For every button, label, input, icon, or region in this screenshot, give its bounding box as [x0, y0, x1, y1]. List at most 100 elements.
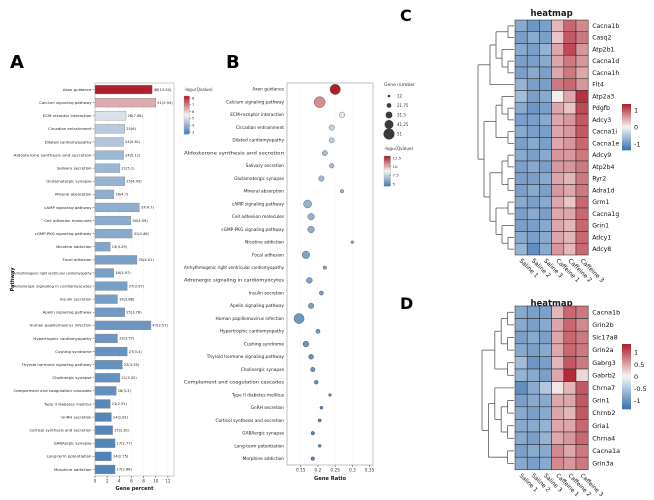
- heatmap-cell: [551, 406, 565, 420]
- colorbar-tick-label: -1: [634, 397, 640, 405]
- heatmap-cell: [551, 31, 565, 44]
- heatmap-cell: [563, 305, 577, 319]
- heatmap-cell: [575, 456, 589, 471]
- heatmap-cell: [563, 101, 577, 115]
- bar: [94, 281, 128, 291]
- gene-label: Grin1: [592, 223, 609, 230]
- heatmap-cell: [575, 43, 589, 56]
- panel-d-label: D: [400, 294, 414, 313]
- heatmap-cell: [575, 343, 589, 357]
- gene-label: Flt4: [592, 82, 604, 89]
- colorbar-segment: [184, 117, 190, 120]
- colorbar-segment: [184, 98, 190, 101]
- colorbar-segment: [622, 364, 631, 368]
- dot: [322, 265, 327, 270]
- heatmap-cell: [563, 207, 577, 221]
- heatmap-cell: [575, 356, 589, 370]
- pathway-label: Axon guidance: [252, 87, 284, 93]
- heatmap-cell: [514, 381, 528, 395]
- colorbar-segment: [622, 344, 631, 347]
- legend-tick-label: 3: [192, 130, 195, 134]
- colorbar-segment: [622, 145, 631, 148]
- pathway-label: Focal adhesion: [63, 257, 93, 262]
- pathway-label: Axon guidance: [63, 87, 92, 92]
- heatmap-cell: [575, 31, 589, 44]
- dot: [329, 84, 341, 95]
- heatmap-cell: [526, 125, 540, 138]
- colorbar-segment: [384, 172, 391, 174]
- size-legend-dot: [383, 128, 395, 140]
- panel-c-label: C: [400, 6, 412, 25]
- heatmap-cell: [551, 184, 565, 197]
- pathway-label: Calcium signaling pathway: [39, 100, 92, 105]
- x-tick-label: 0.35: [365, 468, 375, 474]
- gene-label: Grin1: [592, 397, 609, 405]
- heatmap-cell: [539, 242, 552, 256]
- dot: [328, 124, 335, 131]
- x-tick-label: 4: [118, 479, 121, 484]
- pathway-label: Thyroid hormone signaling pathway: [21, 362, 93, 367]
- pathway-label: Morphine addiction: [243, 456, 285, 462]
- bar-value-label: 30(4.59): [132, 219, 148, 223]
- heatmap-cell: [575, 137, 589, 150]
- pathway-label: Glutamatergic synapse: [46, 179, 92, 184]
- pathway-label: Salivary secretion: [57, 166, 92, 171]
- pathway-label: cGMP-PKG signaling pathway: [35, 231, 92, 236]
- colorbar-segment: [622, 130, 631, 133]
- colorbar-segment: [384, 178, 391, 180]
- legend-colorbar-border: [383, 155, 391, 187]
- colorbar-segment: [622, 148, 631, 151]
- pathway-label: GABAergic synapse: [242, 431, 284, 437]
- heatmap-cell: [563, 456, 577, 471]
- colorbar-segment: [384, 164, 391, 166]
- heatmap-cell: [575, 305, 589, 319]
- colorbar-tick-label: 0: [634, 123, 638, 131]
- pathway-label: Arrhythmogenic right ventricular cardiom…: [14, 270, 93, 275]
- pathway-label: Apelin signaling pathway: [230, 303, 284, 309]
- gene-label: Cacna1e: [592, 140, 619, 147]
- heatmap-cell: [514, 219, 528, 232]
- heatmap-cell: [575, 406, 589, 420]
- heatmap-cell: [563, 419, 577, 433]
- colorbar-segment: [622, 388, 631, 391]
- gene-label: Cacna1d: [592, 58, 619, 65]
- bar: [94, 124, 125, 134]
- heatmap-cell: [575, 66, 589, 80]
- heatmap-cell: [575, 330, 589, 345]
- heatmap-cell: [514, 330, 528, 345]
- colorbar-segment: [384, 157, 391, 159]
- legend-tick-label: 8: [192, 96, 195, 100]
- bar-value-label: 18(3.3): [118, 389, 132, 393]
- colorbar-segment: [384, 180, 391, 183]
- legend-tick-label: 10: [393, 164, 398, 169]
- bar: [94, 346, 128, 357]
- heatmap-cell: [551, 431, 565, 445]
- heatmap-cell: [551, 456, 565, 471]
- colorbar-segment: [622, 127, 631, 129]
- bar: [94, 137, 124, 147]
- gene-label: Cacna1g: [592, 211, 619, 218]
- colorbar-segment: [384, 163, 391, 165]
- dot: [314, 380, 319, 385]
- heatmap-cell: [551, 318, 565, 332]
- heatmap-cell: [575, 125, 589, 138]
- bar: [94, 425, 113, 435]
- x-tick-label: 0.25: [330, 468, 340, 474]
- heatmap-cell: [514, 172, 528, 185]
- bar-value-label: 24(5.81): [125, 140, 141, 144]
- bar-value-label: 31(4.48): [134, 232, 150, 236]
- colorbar-segment: [622, 353, 631, 356]
- heatmap-cell: [514, 160, 528, 174]
- heatmap-cell: [563, 356, 577, 370]
- gene-label: Grin2b: [592, 321, 614, 329]
- heatmap-cell: [575, 78, 589, 91]
- heatmap-cell: [551, 137, 565, 150]
- colorbar-segment: [622, 371, 631, 375]
- colorbar-segment: [622, 378, 631, 382]
- dot: [307, 225, 315, 233]
- heatmap-cell: [551, 242, 565, 256]
- dot: [310, 367, 316, 372]
- colorbar-segment: [184, 128, 190, 131]
- bar: [94, 215, 132, 226]
